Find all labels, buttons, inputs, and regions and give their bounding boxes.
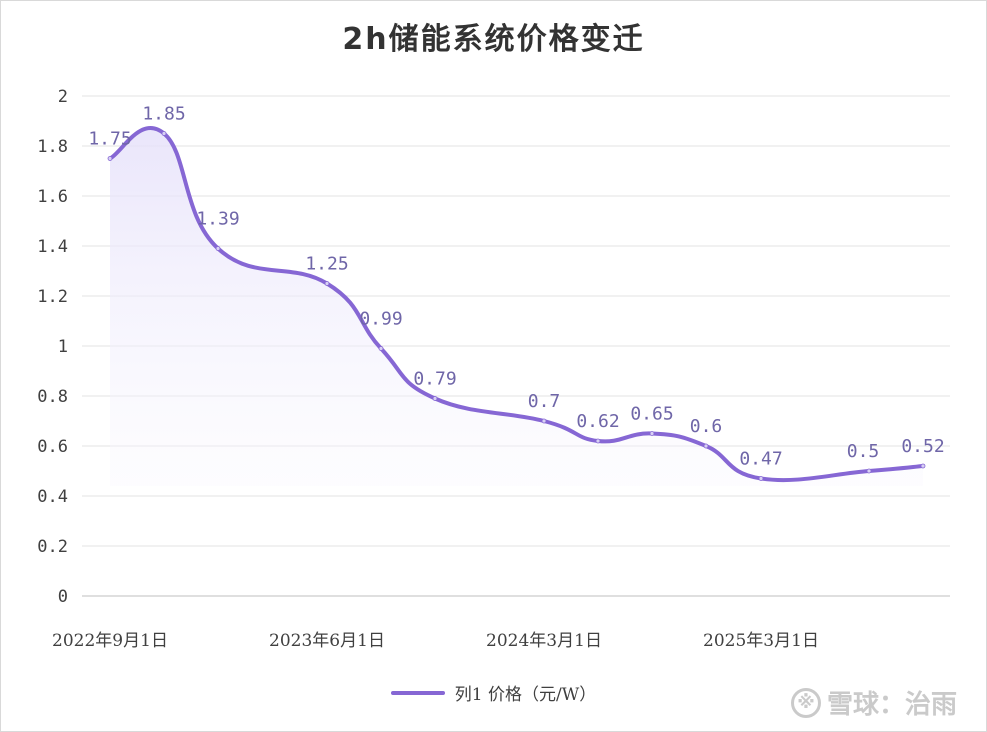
data-point — [866, 468, 872, 474]
series-area-fill — [110, 127, 923, 487]
y-tick-label: 0.2 — [37, 537, 68, 557]
data-point — [324, 281, 330, 286]
y-tick-label: 1.6 — [37, 187, 68, 207]
data-point — [703, 443, 709, 449]
data-point — [649, 431, 655, 436]
x-tick-label: 2025年3月1日 — [703, 631, 819, 651]
data-label: 0.79 — [413, 369, 456, 390]
data-point — [215, 246, 221, 251]
data-point — [378, 346, 384, 351]
legend-label: 列1 价格（元/W） — [454, 685, 597, 705]
data-point — [595, 438, 601, 444]
y-tick-label: 1 — [58, 337, 68, 357]
data-label: 1.25 — [305, 254, 348, 275]
y-tick-label: 0.8 — [37, 387, 68, 407]
data-point — [758, 476, 764, 481]
data-label: 1.39 — [196, 209, 239, 230]
data-label: 0.52 — [901, 436, 944, 457]
data-label: 0.47 — [739, 449, 782, 470]
legend-swatch — [390, 690, 445, 695]
data-point — [161, 131, 167, 136]
data-label: 0.6 — [690, 416, 723, 437]
data-label: 0.62 — [576, 411, 619, 432]
data-label: 0.99 — [359, 309, 402, 330]
data-label: 1.75 — [88, 129, 131, 150]
data-label: 0.5 — [847, 441, 880, 462]
y-tick-label: 2 — [58, 87, 68, 107]
y-tick-label: 0.4 — [37, 487, 68, 507]
watermark: ※ 雪球：治雨 — [790, 684, 957, 721]
data-label: 0.7 — [528, 391, 561, 412]
data-point — [541, 418, 547, 424]
x-tick-label: 2022年9月1日 — [52, 631, 168, 651]
data-label: 0.65 — [630, 404, 673, 425]
y-tick-label: 1.4 — [37, 237, 68, 257]
chart-legend: 列1 价格（元/W） — [0, 680, 987, 705]
data-point — [920, 463, 926, 469]
y-tick-label: 1.8 — [37, 137, 68, 157]
data-point — [107, 156, 113, 161]
chart-title: 2h储能系统价格变迁 — [342, 22, 645, 57]
data-label: 1.85 — [142, 104, 185, 125]
y-tick-label: 1.2 — [37, 287, 68, 307]
watermark-text: 雪球：治雨 — [826, 690, 957, 720]
x-tick-label: 2023年6月1日 — [269, 631, 385, 651]
y-tick-label: 0 — [58, 587, 68, 607]
snowball-logo-icon: ※ — [790, 687, 821, 718]
y-tick-label: 0.6 — [37, 437, 68, 457]
x-tick-label: 2024年3月1日 — [486, 631, 602, 651]
data-point — [432, 396, 438, 401]
